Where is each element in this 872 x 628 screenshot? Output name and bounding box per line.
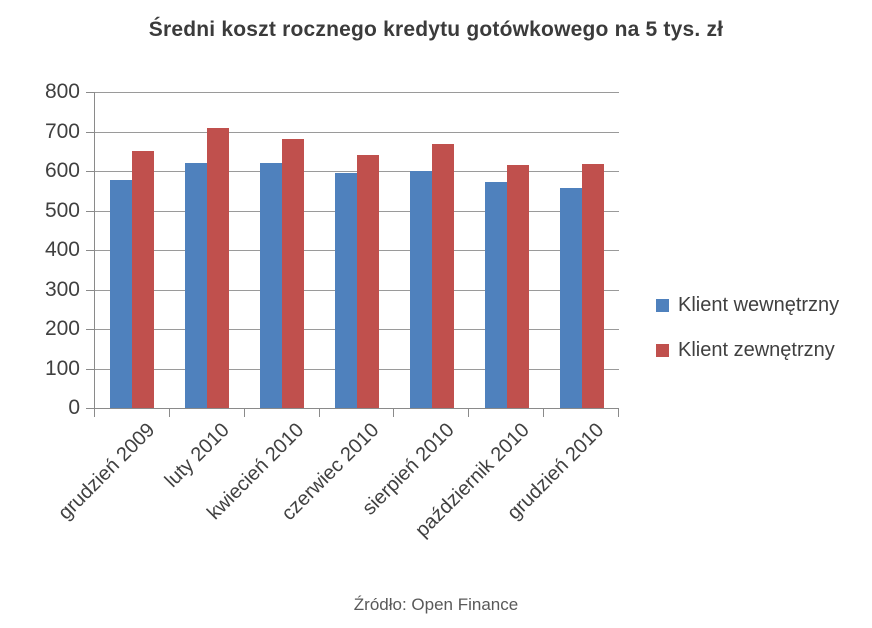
legend-swatch-icon bbox=[656, 343, 669, 357]
x-tick-4 bbox=[393, 409, 395, 417]
y-axis-label-300: 300 bbox=[44, 277, 80, 301]
bar-series2-sierpień-2010 bbox=[431, 144, 454, 408]
legend: Klient wewnętrzny Klient zewnętrzny bbox=[656, 291, 839, 381]
y-axis-label-800: 800 bbox=[44, 80, 80, 103]
bar-series2-czerwiec-2010 bbox=[357, 155, 379, 408]
x-axis-label-grudzień-2009: grudzień 2009 bbox=[53, 419, 159, 525]
bar-series2-kwiecień-2010 bbox=[282, 139, 305, 408]
bar-series1-grudzień-2010 bbox=[559, 187, 582, 408]
y-axis-label-400: 400 bbox=[44, 238, 80, 261]
y-tick-500 bbox=[86, 210, 94, 212]
bar-series1-kwiecień-2010 bbox=[260, 163, 283, 408]
y-tick-800 bbox=[86, 92, 94, 93]
bar-series1-czerwiec-2010 bbox=[335, 172, 357, 408]
bar-series1-luty-2010 bbox=[185, 163, 208, 408]
legend-label: Klient zewnętrzny bbox=[678, 338, 835, 361]
x-tick-5 bbox=[468, 409, 470, 417]
x-tick-0 bbox=[94, 409, 95, 417]
x-axis-label-luty-2010: luty 2010 bbox=[160, 419, 234, 492]
bar-series2-grudzień-2009 bbox=[132, 151, 155, 408]
bar-series2-październik-2010 bbox=[506, 164, 529, 408]
y-tick-100 bbox=[86, 368, 94, 370]
y-axis-label-0: 0 bbox=[68, 396, 80, 419]
y-axis-label-600: 600 bbox=[44, 159, 80, 182]
legend-swatch-icon bbox=[656, 298, 669, 312]
y-tick-600 bbox=[86, 171, 94, 172]
legend-item-1: Klient wewnętrzny bbox=[656, 291, 839, 319]
x-tick-3 bbox=[318, 409, 320, 417]
y-tick-200 bbox=[86, 329, 94, 330]
y-axis-label-100: 100 bbox=[44, 356, 80, 380]
bar-series1-sierpień-2010 bbox=[409, 171, 432, 408]
legend-label: Klient wewnętrzny bbox=[678, 293, 840, 316]
gridline-y-800 bbox=[95, 92, 619, 93]
bar-series1-październik-2010 bbox=[484, 182, 507, 408]
y-tick-300 bbox=[86, 289, 94, 291]
x-tick-2 bbox=[243, 409, 245, 417]
x-tick-1 bbox=[168, 409, 170, 417]
y-axis-label-700: 700 bbox=[44, 119, 80, 143]
gridline-y-700 bbox=[95, 131, 619, 133]
bar-series2-grudzień-2010 bbox=[581, 164, 604, 408]
y-tick-700 bbox=[86, 131, 94, 133]
y-axis-label-500: 500 bbox=[44, 198, 80, 222]
plot-area bbox=[94, 92, 619, 409]
legend-item-2: Klient zewnętrzny bbox=[656, 336, 839, 364]
chart-title: Średni koszt rocznego kredytu gotówkoweg… bbox=[148, 18, 724, 41]
x-tick-6 bbox=[543, 409, 545, 417]
source-caption: Źródło: Open Finance bbox=[353, 595, 519, 614]
x-tick-7 bbox=[618, 409, 619, 417]
y-axis-label-200: 200 bbox=[44, 317, 80, 340]
bar-series1-grudzień-2009 bbox=[110, 179, 133, 408]
y-tick-400 bbox=[86, 250, 94, 251]
y-tick-0 bbox=[86, 408, 94, 409]
bar-series2-luty-2010 bbox=[207, 127, 230, 408]
